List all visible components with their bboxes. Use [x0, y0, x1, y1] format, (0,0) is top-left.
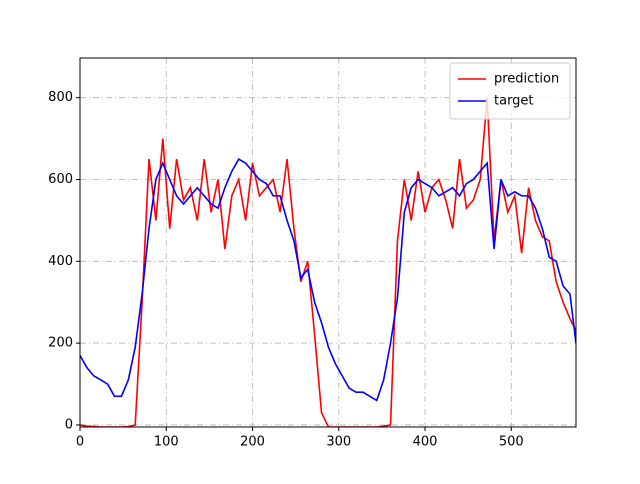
- x-tick-label: 300: [326, 435, 351, 450]
- x-tick-label: 400: [413, 435, 438, 450]
- legend-box: [449, 62, 571, 120]
- x-tick-label: 200: [240, 435, 265, 450]
- y-tick-label: 600: [48, 172, 73, 187]
- y-tick-label: 400: [48, 254, 73, 269]
- series-line: [80, 97, 576, 427]
- x-tick-label: 100: [154, 435, 179, 450]
- y-tick-label: 200: [48, 336, 73, 351]
- series-line: [80, 157, 576, 402]
- y-tick-label: 800: [48, 90, 73, 105]
- axes-frame: [79, 57, 577, 428]
- y-tick-label: 0: [65, 417, 73, 432]
- legend-label: target: [494, 94, 534, 109]
- x-tick-label: 500: [499, 435, 524, 450]
- x-tick-label: 0: [76, 435, 84, 450]
- legend-label: prediction: [494, 72, 559, 87]
